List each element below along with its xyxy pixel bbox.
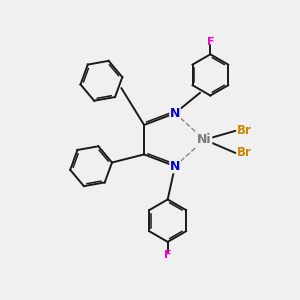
Text: F: F (207, 37, 214, 46)
Text: Br: Br (237, 146, 252, 159)
Text: N: N (170, 160, 180, 173)
Text: Ni: Ni (197, 133, 212, 146)
Text: N: N (170, 107, 180, 120)
Text: Br: Br (237, 124, 252, 137)
Text: F: F (164, 250, 171, 260)
